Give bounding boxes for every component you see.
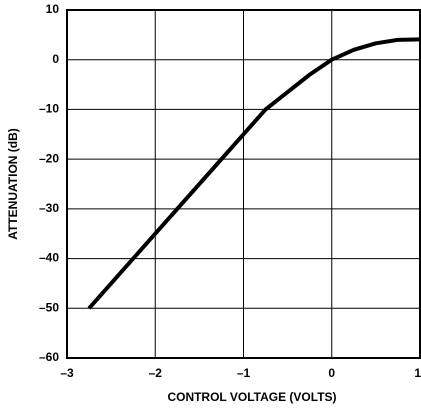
y-tick-label: –20 (39, 151, 59, 165)
y-tick-label: –40 (39, 251, 59, 265)
y-tick-label: –10 (39, 102, 59, 116)
x-tick-label: 0 (328, 366, 335, 380)
plot-frame (66, 9, 421, 359)
y-axis-label: ATTENUATION (dB) (6, 128, 20, 240)
x-tick-label: –3 (60, 366, 74, 380)
y-tick-label: –30 (39, 201, 59, 215)
x-axis-label: CONTROL VOLTAGE (VOLTS) (167, 390, 336, 404)
x-tick-label: –1 (237, 366, 251, 380)
x-tick-label: 1 (414, 366, 421, 380)
y-tick-label: –60 (39, 350, 59, 364)
data-line (87, 37, 421, 310)
y-tick-label: 0 (52, 52, 59, 66)
y-tick-label: 10 (46, 2, 60, 16)
x-tick-label: –2 (149, 366, 163, 380)
y-tick-label: –50 (39, 300, 59, 314)
